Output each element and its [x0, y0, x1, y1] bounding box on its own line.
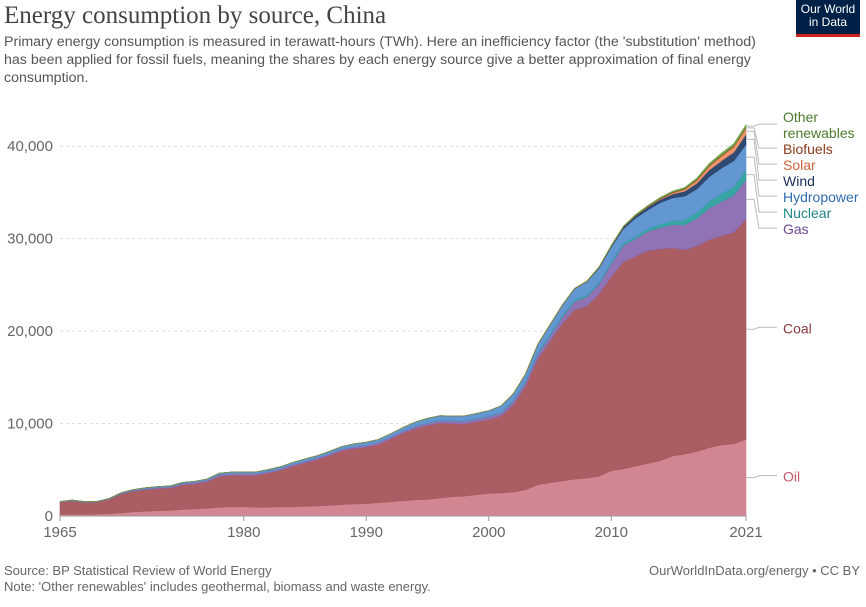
y-tick-label: 40,000	[7, 138, 53, 155]
legend-label-line: Other	[783, 109, 818, 125]
legend-label-line: Solar	[783, 157, 816, 173]
legend-connector	[746, 123, 777, 127]
note-text: Note: 'Other renewables' includes geothe…	[4, 579, 431, 594]
legend-label-solar: Solar	[783, 157, 816, 173]
y-axis: 0 10,000 20,000 30,000 40,000	[7, 138, 53, 525]
x-tick-label: 1965	[43, 524, 76, 541]
legend-label-coal: Coal	[783, 320, 812, 336]
legend-label-line: Biofuels	[783, 141, 833, 157]
footer-url[interactable]: OurWorldInData.org/energy • CC BY	[649, 563, 860, 578]
chart-subtitle: Primary energy consumption is measured i…	[4, 34, 756, 86]
logo-line-1: Our World	[800, 2, 856, 16]
y-tick-label: 0	[45, 508, 53, 525]
legend-connector	[746, 130, 777, 165]
legend-label-line: Wind	[783, 173, 815, 189]
legend-connector	[746, 174, 777, 213]
legend-label-oil: Oil	[783, 469, 800, 485]
legend-label-line: Coal	[783, 320, 812, 336]
legend-connector	[746, 138, 777, 181]
x-tick-label: 1980	[227, 524, 260, 541]
legend-connector	[746, 156, 777, 197]
x-axis: 1965 1980 1990 2000 2010 2021	[43, 515, 763, 541]
legend-connector	[746, 326, 777, 330]
legend: Other renewablesBiofuelsSolarWindHydropow…	[746, 109, 859, 485]
legend-label-biofuels: Biofuels	[783, 141, 833, 157]
x-tick-label: 2010	[595, 524, 628, 541]
legend-connector	[746, 198, 777, 229]
legend-label-line: Gas	[783, 221, 809, 237]
area-series	[59, 123, 747, 517]
x-tick-label: 2000	[472, 524, 505, 541]
y-tick-label: 10,000	[7, 416, 53, 433]
footer-source: Source: BP Statistical Review of World E…	[4, 563, 431, 595]
stacked-area-chart: 0 10,000 20,000 30,000 40,000 1965 1980 1990 20…	[7, 109, 859, 541]
source-text: Source: BP Statistical Review of World E…	[4, 563, 272, 578]
legend-label-other-renewables: Other renewables	[783, 109, 855, 141]
legend-label-line: Nuclear	[783, 205, 832, 221]
legend-label-line: Oil	[783, 469, 800, 485]
legend-label-wind: Wind	[783, 173, 815, 189]
legend-connector	[746, 127, 777, 149]
logo-line-2: in Data	[808, 15, 848, 29]
legend-label-line: Hydropower	[783, 189, 859, 205]
x-tick-label: 1990	[350, 524, 383, 541]
y-tick-label: 20,000	[7, 323, 53, 340]
x-tick-label: 2021	[729, 524, 762, 541]
legend-connector	[746, 475, 777, 479]
legend-label-hydropower: Hydropower	[783, 189, 859, 205]
y-tick-label: 30,000	[7, 231, 53, 248]
legend-label-nuclear: Nuclear	[783, 205, 832, 221]
owid-logo[interactable]: Our World in Data	[796, 0, 860, 37]
chart-title: Energy consumption by source, China	[4, 2, 387, 29]
legend-label-gas: Gas	[783, 221, 809, 237]
legend-label-line: renewables	[783, 125, 855, 141]
